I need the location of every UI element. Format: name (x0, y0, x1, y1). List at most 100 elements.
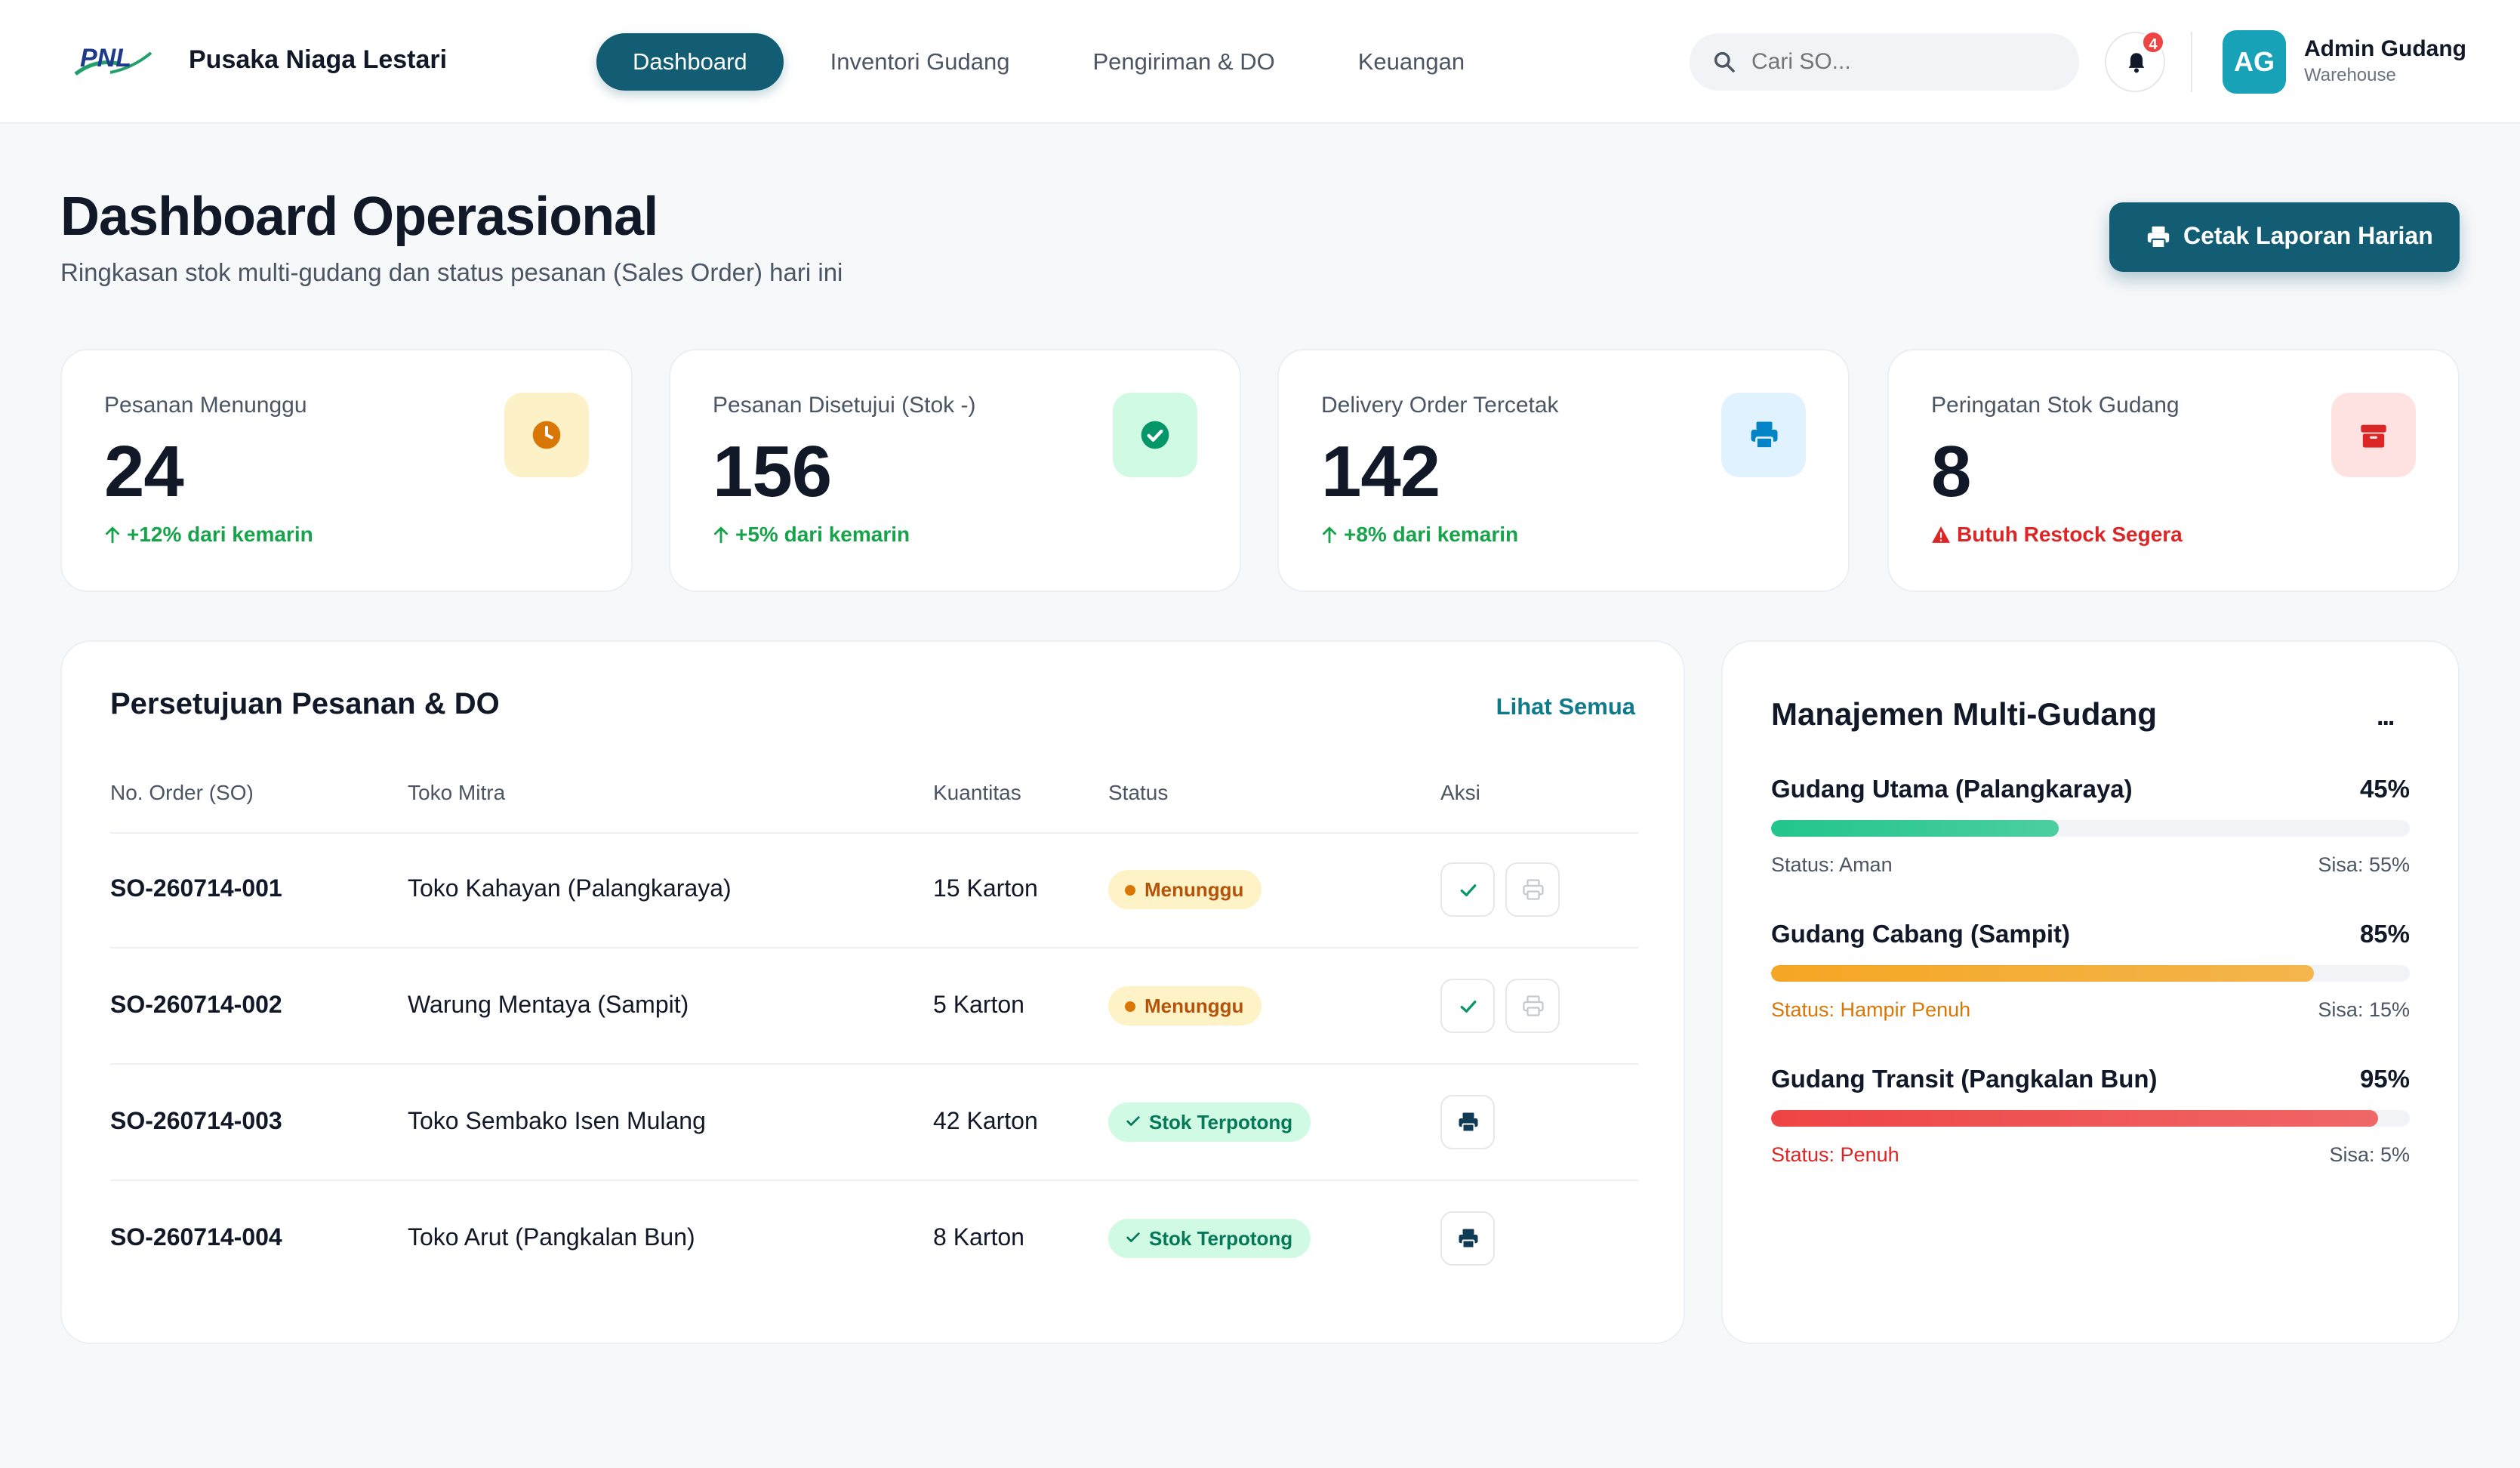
quantity: 42 Karton (933, 1107, 1038, 1134)
check-icon (1126, 1116, 1140, 1126)
print-daily-report-button[interactable]: Cetak Laporan Harian (2109, 202, 2460, 272)
arrow-up-icon (105, 526, 120, 544)
row-divider (110, 1063, 1638, 1065)
search-input[interactable] (1751, 33, 2053, 91)
box-icon (2361, 424, 2386, 448)
capacity-fill (1771, 820, 2059, 837)
printer-icon (1459, 1229, 1478, 1249)
user-name: Admin Gudang (2304, 36, 2466, 61)
arrow-up-icon (1322, 526, 1337, 544)
warehouse-name: Gudang Transit (Pangkalan Bun) (1771, 1065, 2158, 1093)
check-icon (1460, 1001, 1477, 1013)
logo-text: PNL (80, 44, 131, 72)
nav-pengiriman-do[interactable]: Pengiriman & DO (1092, 48, 1275, 75)
bell-icon (2128, 53, 2145, 73)
stat-trend: +5% dari kemarin (713, 523, 910, 547)
stat-value: 156 (713, 431, 832, 512)
status-badge: Stok Terpotong (1108, 1219, 1311, 1258)
warehouse-name: Gudang Cabang (Sampit) (1771, 920, 2070, 948)
capacity-bar (1771, 1110, 2410, 1127)
multi-warehouse-panel: Manajemen Multi-Gudang ... Gudang Utama … (1721, 640, 2460, 1344)
order-number: SO-260714-004 (110, 1223, 282, 1251)
printer-icon (2147, 226, 2170, 249)
nav-dashboard[interactable]: Dashboard (596, 33, 784, 91)
stat-trend: Butuh Restock Segera (1931, 523, 2183, 547)
stat-value: 8 (1931, 431, 1971, 512)
clock-icon (532, 421, 561, 449)
warning-triangle-icon (1932, 526, 1950, 543)
capacity-bar (1771, 820, 2410, 837)
nav-inventori-gudang[interactable]: Inventori Gudang (830, 48, 1010, 75)
brand-name: Pusaka Niaga Lestari (189, 45, 448, 74)
header-divider (2191, 32, 2192, 92)
stat-trend: +12% dari kemarin (104, 523, 313, 547)
stat-card-stock-warning: Peringatan Stok Gudang 8 Butuh Restock S… (1887, 349, 2460, 592)
store-name: Toko Sembako Isen Mulang (408, 1107, 706, 1134)
capacity-fill (1771, 965, 2315, 982)
row-divider (110, 947, 1638, 948)
notification-count-badge: 4 (2141, 30, 2165, 54)
column-header-quantity: Kuantitas (933, 781, 1021, 804)
printer-icon (1459, 1112, 1478, 1133)
approve-button[interactable] (1440, 862, 1495, 917)
store-name: Warung Mentaya (Sampit) (408, 991, 689, 1018)
order-number: SO-260714-002 (110, 991, 282, 1018)
warehouse-status: Status: Penuh (1771, 1143, 1899, 1166)
warehouse-remaining: Sisa: 5% (2329, 1143, 2410, 1166)
panel-title: Manajemen Multi-Gudang (1771, 696, 2158, 732)
approve-button[interactable] (1440, 979, 1495, 1033)
warehouse-percent: 85% (2359, 920, 2410, 948)
warehouse-status: Status: Aman (1771, 853, 1893, 876)
printer-icon (1523, 995, 1544, 1016)
status-dot (1125, 1001, 1135, 1012)
print-do-button-disabled[interactable] (1505, 862, 1560, 917)
quantity: 8 Karton (933, 1223, 1024, 1251)
warehouse-remaining: Sisa: 15% (2318, 998, 2410, 1021)
user-avatar[interactable]: AG (2223, 30, 2286, 94)
warehouse-remaining: Sisa: 55% (2318, 853, 2410, 876)
quantity: 15 Karton (933, 874, 1038, 902)
arrow-up-icon (713, 526, 729, 544)
column-header-actions: Aksi (1440, 781, 1480, 804)
check-circle-icon (1141, 421, 1169, 449)
stat-label: Delivery Order Tercetak (1321, 393, 1559, 418)
notification-button[interactable]: 4 (2105, 30, 2165, 92)
store-name: Toko Kahayan (Palangkaraya) (408, 874, 732, 902)
printer-icon (1751, 421, 1778, 449)
stat-icon-bg (1721, 393, 1806, 477)
nav-keuangan[interactable]: Keuangan (1357, 48, 1465, 75)
stat-label: Pesanan Disetujui (Stok -) (713, 393, 976, 418)
warehouse-name: Gudang Utama (Palangkaraya) (1771, 775, 2133, 803)
status-badge: Stok Terpotong (1108, 1103, 1311, 1142)
capacity-bar (1771, 965, 2410, 982)
see-all-link[interactable]: Lihat Semua (1496, 693, 1635, 720)
status-badge: Menunggu (1108, 986, 1262, 1025)
printer-icon (1523, 879, 1544, 900)
search-box (1690, 33, 2079, 91)
stat-value: 24 (104, 431, 184, 512)
print-do-button[interactable] (1440, 1095, 1495, 1149)
header-divider (110, 832, 1638, 834)
order-approval-panel: Persetujuan Pesanan & DO Lihat Semua No.… (60, 640, 1685, 1344)
print-button-label: Cetak Laporan Harian (2183, 222, 2433, 249)
brand-logo[interactable]: PNL (72, 36, 156, 86)
stat-label: Pesanan Menunggu (104, 393, 307, 418)
print-do-button[interactable] (1440, 1211, 1495, 1266)
status-dot (1125, 885, 1135, 896)
column-header-so: No. Order (SO) (110, 781, 254, 804)
stat-value: 142 (1321, 431, 1440, 512)
more-options-button[interactable]: ... (2377, 702, 2395, 731)
column-header-status: Status (1108, 781, 1169, 804)
store-name: Toko Arut (Pangkalan Bun) (408, 1223, 695, 1251)
stat-trend: +8% dari kemarin (1321, 523, 1518, 547)
column-header-store: Toko Mitra (408, 781, 506, 804)
print-do-button-disabled[interactable] (1505, 979, 1560, 1033)
search-icon (1714, 51, 1735, 72)
top-navbar: PNL Pusaka Niaga Lestari Dashboard Inven… (0, 0, 2520, 124)
check-icon (1460, 884, 1477, 896)
warehouse-percent: 45% (2359, 775, 2410, 803)
user-role: Warehouse (2304, 65, 2396, 85)
order-number: SO-260714-003 (110, 1107, 282, 1134)
row-divider (110, 1180, 1638, 1181)
stat-label: Peringatan Stok Gudang (1931, 393, 2180, 418)
